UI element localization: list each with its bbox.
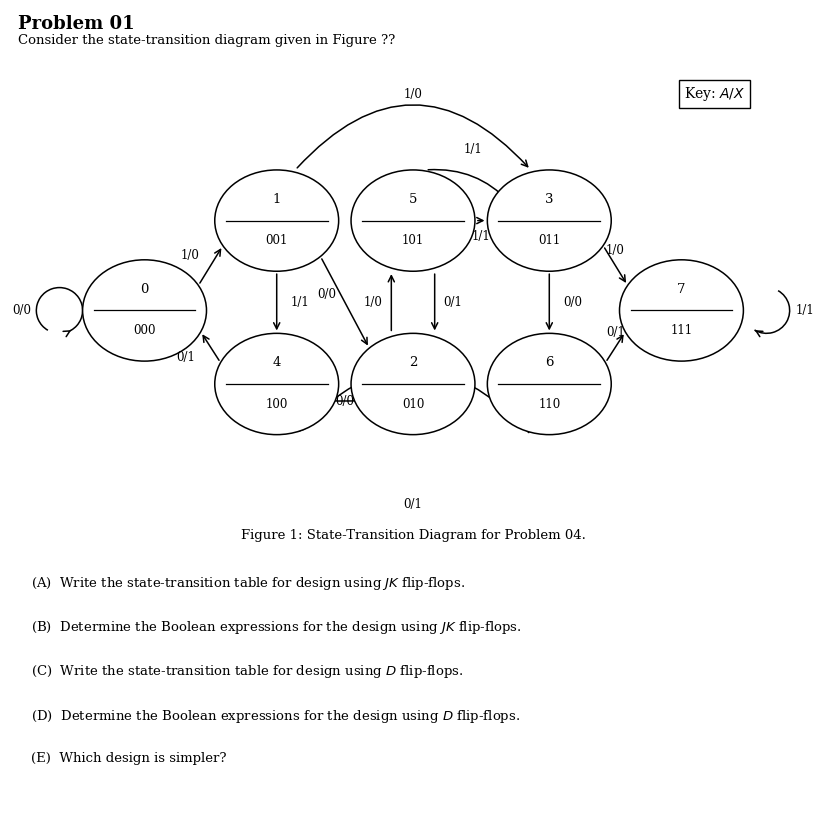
Text: 1/0: 1/0 [404,88,422,101]
Text: Key: $\mathit{A/X}$: Key: $\mathit{A/X}$ [684,85,745,103]
Text: 1/1: 1/1 [472,230,491,243]
Text: (E)  Which design is simpler?: (E) Which design is simpler? [31,752,227,765]
Text: 0: 0 [140,283,149,296]
Ellipse shape [487,170,611,271]
Text: 6: 6 [545,356,553,369]
Text: 1/1: 1/1 [463,143,482,156]
Ellipse shape [487,333,611,435]
Text: (D)  Determine the Boolean expressions for the design using $D$ flip-flops.: (D) Determine the Boolean expressions fo… [31,708,520,725]
Text: (A)  Write the state-transition table for design using $JK$ flip-flops.: (A) Write the state-transition table for… [31,575,466,592]
Text: 001: 001 [265,234,288,248]
Text: 0/0: 0/0 [12,304,31,317]
Text: 1/1: 1/1 [291,296,309,309]
Text: 1/0: 1/0 [181,249,199,262]
Text: Consider the state-transition diagram given in Figure ??: Consider the state-transition diagram gi… [18,34,396,47]
Text: 011: 011 [539,234,560,248]
Text: 1: 1 [273,193,281,206]
FancyArrowPatch shape [297,105,528,167]
Text: 7: 7 [677,283,686,296]
Text: 0/0: 0/0 [563,296,582,309]
Ellipse shape [215,333,339,435]
Text: 2: 2 [409,356,417,369]
Text: 0/1: 0/1 [177,350,195,364]
Text: 3: 3 [545,193,553,206]
Text: (C)  Write the state-transition table for design using $D$ flip-flops.: (C) Write the state-transition table for… [31,663,464,681]
Text: 1/1: 1/1 [795,304,814,317]
Ellipse shape [351,333,475,435]
Ellipse shape [83,260,206,361]
Ellipse shape [351,170,475,271]
FancyArrowPatch shape [428,170,509,202]
Text: (B)  Determine the Boolean expressions for the design using $JK$ flip-flops.: (B) Determine the Boolean expressions fo… [31,619,522,636]
Text: 0/1: 0/1 [444,296,463,309]
Text: 0/1: 0/1 [606,326,624,339]
Text: 0/1: 0/1 [404,498,422,511]
Text: 4: 4 [273,356,281,369]
Text: 0/0: 0/0 [335,395,354,408]
Text: 1/0: 1/0 [606,244,624,257]
Text: 010: 010 [401,398,425,411]
Text: 110: 110 [539,398,560,411]
Text: Problem 01: Problem 01 [18,15,135,33]
Ellipse shape [215,170,339,271]
Text: 000: 000 [133,324,156,337]
Text: 0/0: 0/0 [317,288,336,301]
Text: 101: 101 [402,234,424,248]
Text: 1/0: 1/0 [363,296,382,309]
Text: Figure 1: State-Transition Diagram for Problem 04.: Figure 1: State-Transition Diagram for P… [240,529,586,542]
Text: 5: 5 [409,193,417,206]
Text: 100: 100 [265,398,288,411]
Text: 111: 111 [671,324,692,337]
Ellipse shape [620,260,743,361]
FancyArrowPatch shape [298,369,529,432]
